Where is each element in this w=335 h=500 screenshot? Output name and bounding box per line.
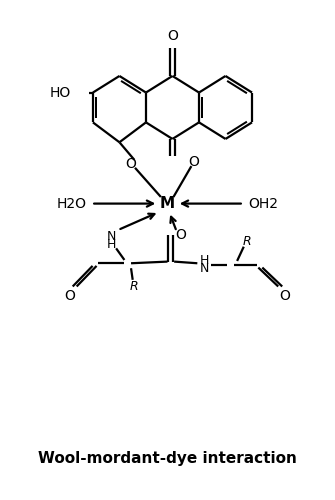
Text: HO: HO bbox=[50, 86, 71, 100]
Text: O: O bbox=[167, 29, 178, 43]
Text: H: H bbox=[199, 254, 209, 268]
Text: H: H bbox=[107, 238, 116, 250]
Text: R: R bbox=[130, 280, 139, 293]
Text: N: N bbox=[199, 262, 209, 276]
Text: OH2: OH2 bbox=[249, 196, 279, 210]
Text: M: M bbox=[160, 196, 175, 211]
Text: Wool-mordant-dye interaction: Wool-mordant-dye interaction bbox=[38, 452, 297, 466]
Text: O: O bbox=[175, 228, 186, 242]
Text: O: O bbox=[126, 157, 136, 171]
Text: O: O bbox=[280, 288, 291, 302]
Text: O: O bbox=[189, 155, 199, 169]
Text: H2O: H2O bbox=[56, 196, 86, 210]
Text: N: N bbox=[107, 230, 116, 242]
Text: O: O bbox=[64, 288, 75, 302]
Text: R: R bbox=[243, 235, 251, 248]
